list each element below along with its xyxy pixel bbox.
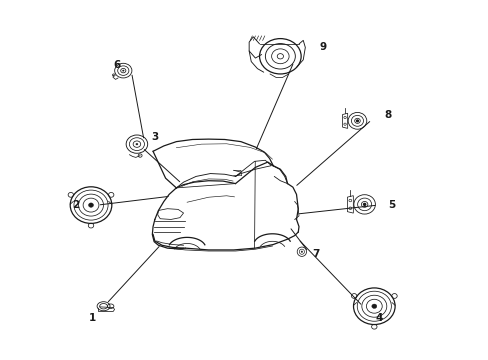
Ellipse shape [356,120,358,122]
Text: 8: 8 [384,111,391,121]
Text: 3: 3 [151,132,158,142]
Text: 7: 7 [312,248,319,258]
Text: 1: 1 [88,313,96,323]
Ellipse shape [371,304,376,309]
Text: 5: 5 [387,200,394,210]
Text: 2: 2 [72,200,80,210]
Ellipse shape [363,203,365,205]
Ellipse shape [88,203,93,207]
Ellipse shape [136,143,138,145]
Circle shape [301,251,302,253]
Text: 9: 9 [319,42,326,52]
Text: 6: 6 [113,60,121,70]
Text: 4: 4 [374,313,382,323]
Ellipse shape [122,70,124,71]
